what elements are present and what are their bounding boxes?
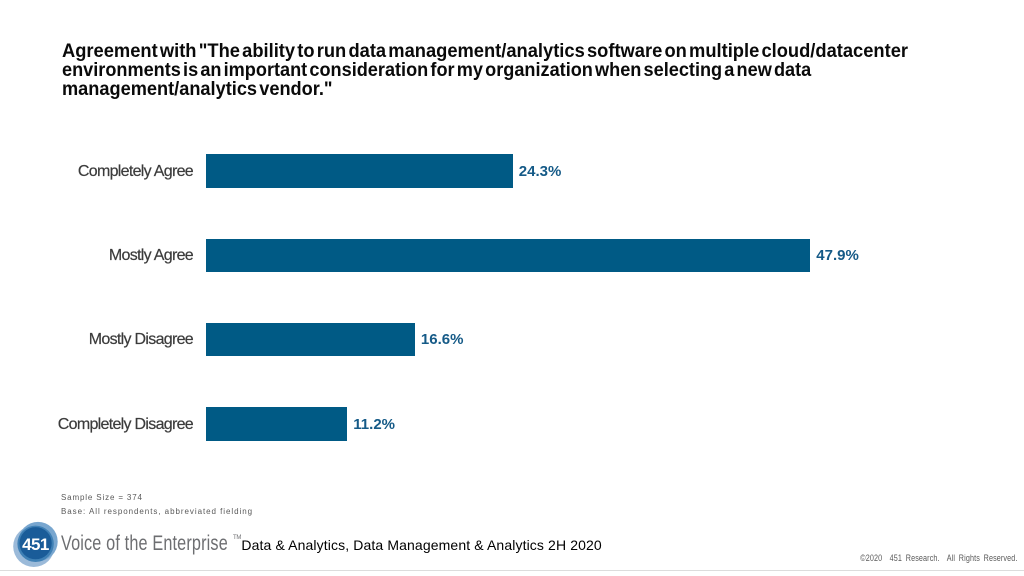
svg-text:451: 451 — [22, 535, 49, 554]
